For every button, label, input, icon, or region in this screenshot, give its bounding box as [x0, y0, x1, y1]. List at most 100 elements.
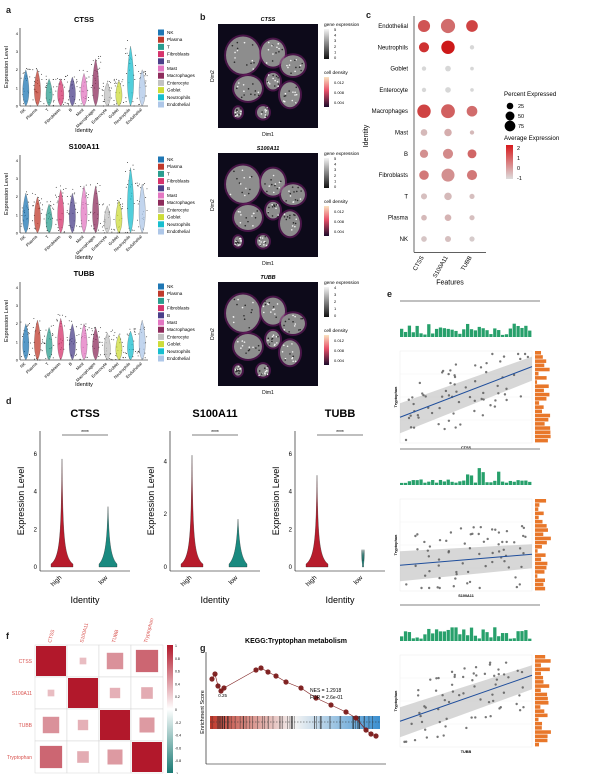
panel-b-cell [299, 64, 302, 67]
panel-a-point [134, 331, 136, 333]
panel-e-point [491, 693, 494, 696]
panel-a-point [139, 73, 141, 74]
panel-e-top-histogram-bar [520, 327, 524, 337]
panel-a-point [137, 351, 139, 353]
panel-b-cell [278, 47, 280, 50]
panel-a-point [53, 99, 55, 101]
panel-b-legend-expr-tick: 2 [334, 173, 337, 178]
panel-e-point [470, 716, 473, 719]
panel-e-point [453, 675, 456, 679]
panel-c-size-legend-dot [506, 102, 514, 110]
panel-a-point [113, 78, 115, 80]
panel-a-legend-swatch [158, 305, 164, 312]
panel-a-point [134, 79, 136, 80]
panel-a-point [80, 226, 82, 228]
panel-g: g KEGG:Tryptophan metabolism Enrichment S… [198, 630, 398, 774]
panel-a-point [21, 223, 23, 225]
panel-a-point [90, 184, 91, 186]
panel-b-cell [257, 94, 260, 97]
panel-f-cell-S100A11-Tryptophan [141, 687, 153, 699]
panel-b-cell [236, 177, 238, 180]
panel-a-ytick: 3 [16, 49, 19, 54]
panel-a-violin-Enterocyte [104, 332, 111, 361]
panel-a-point [132, 356, 134, 358]
panel-a-point [32, 347, 34, 349]
panel-a-point [101, 226, 103, 228]
panel-e-point [516, 352, 520, 356]
panel-b-cell [240, 96, 243, 99]
panel-a-point [109, 87, 111, 89]
panel-b-cell [275, 316, 277, 318]
panel-a-point [138, 71, 140, 72]
panel-e-point [513, 541, 516, 544]
panel-e-confidence-band [400, 544, 532, 582]
panel-b-legend-density-tick: 0.008 [334, 348, 345, 353]
panel-a-point [91, 330, 93, 332]
panel-e-top-histogram-bar [458, 481, 462, 485]
panel-e-top-histogram-bar [462, 480, 466, 485]
panel-a-point [113, 80, 115, 82]
panel-f-cell-Tryptophan-CTSS [39, 745, 63, 769]
panel-e-point [418, 381, 422, 385]
panel-e-top-histogram-bar [419, 638, 423, 641]
panel-g-es-line [370, 733, 377, 737]
panel-f-cell-Tryptophan-Tryptophan [132, 742, 162, 772]
panel-a-point [133, 329, 135, 331]
panel-c-ytick: B [404, 152, 408, 158]
panel-e-top-histogram-bar [508, 480, 512, 485]
panel-e-side-histogram-bar [535, 705, 541, 709]
panel-a-point [34, 193, 36, 195]
panel-a-point [64, 79, 65, 81]
panel-a-point [76, 342, 78, 344]
panel-a-point [26, 194, 28, 196]
panel-e-top-histogram-bar [458, 333, 462, 337]
panel-e-point [469, 533, 472, 536]
panel-b-cell [250, 175, 253, 178]
panel-a-point [122, 85, 124, 87]
panel-g-label: g [200, 643, 206, 653]
panel-a-point [98, 58, 100, 59]
panel-e-side-histogram-bar [535, 359, 547, 363]
panel-b-cell [263, 372, 266, 374]
panel-a-point [75, 202, 77, 204]
panel-a-point [68, 99, 69, 101]
panel-a-point [52, 207, 54, 209]
panel-e-top-histogram-bar [454, 627, 458, 641]
panel-e-point [518, 694, 521, 697]
panel-a-point [50, 205, 52, 206]
panel-b-cell [232, 316, 235, 318]
panel-a-point [40, 212, 42, 214]
panel-e-top-histogram-bar [469, 475, 474, 485]
panel-e-side-histogram-bar [535, 684, 550, 688]
panel-e-point [437, 558, 441, 561]
panel-a-legend-swatch [158, 348, 164, 355]
panel-f-cell-bg [66, 708, 100, 742]
panel-a-ytick: 2 [16, 194, 19, 199]
panel-e-point [482, 391, 485, 395]
panel-a-violin-Plasma [34, 196, 41, 234]
panel-a-point [32, 69, 34, 71]
panel-d-ytick: 2 [164, 512, 168, 518]
panel-f-correlation-heatmap: CTSS CTSS S100A11 S100A11 TUBB TUBB Tryptophan… [7, 618, 181, 774]
panel-b-cell [265, 115, 268, 118]
panel-a-point [68, 213, 69, 215]
panel-a-ytick: 0 [16, 358, 19, 363]
panel-a-legend-swatch [158, 36, 164, 43]
panel-e-point [436, 735, 439, 739]
panel-e-top-histogram-bar [434, 482, 439, 485]
panel-f-cell-bg [34, 676, 68, 710]
panel-a-point [99, 67, 101, 69]
panel-e-top-histogram-bar [407, 325, 412, 337]
panel-b-legend-expr-tick: 2 [334, 44, 337, 49]
panel-b-cell [283, 324, 285, 327]
panel-e-point [404, 438, 408, 442]
panel-a-point [137, 185, 139, 187]
panel-a-point [75, 225, 77, 227]
panel-d-xtick: low [98, 574, 110, 586]
panel-b-cell [248, 346, 251, 349]
panel-a-point [102, 105, 104, 107]
panel-a-point [46, 105, 47, 107]
panel-a-point [28, 333, 30, 335]
panel-f-colorbar [167, 645, 173, 773]
panel-a-point [125, 101, 127, 103]
